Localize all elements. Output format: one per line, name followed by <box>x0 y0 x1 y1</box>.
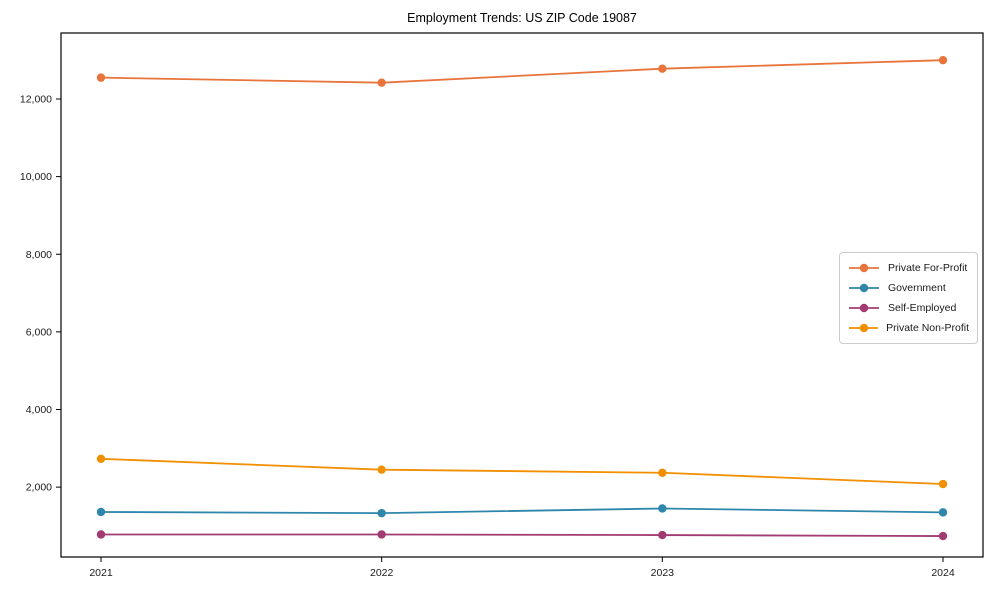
series-marker-government <box>658 504 667 513</box>
series-line-private-for-profit <box>100 59 944 84</box>
y-tick-label: 12,000 <box>20 94 52 106</box>
series-marker-private-for-profit <box>658 64 667 73</box>
series-marker-government <box>96 507 106 517</box>
legend-item-self-employed: Self-Employed <box>848 298 969 318</box>
legend-swatch-icon <box>849 303 879 313</box>
series-marker-private-non-profit <box>96 454 106 463</box>
plot-frame <box>60 32 984 558</box>
chart-title: Employment Trends: US ZIP Code 19087 <box>407 11 637 25</box>
legend-item-private-non-profit: Private Non-Profit <box>848 318 969 338</box>
series-line-private-non-profit <box>100 457 944 485</box>
series-marker-private-non-profit <box>377 465 386 474</box>
x-tick-label: 2023 <box>651 567 675 579</box>
x-tick-label: 2022 <box>370 567 394 579</box>
x-tick-label: 2024 <box>931 567 955 579</box>
series-marker-self-employed <box>96 530 106 539</box>
legend-item-government: Government <box>848 278 969 298</box>
legend-box: Private For-Profit Government Self-Employe… <box>839 252 978 344</box>
legend-label: Self-Employed <box>888 302 957 314</box>
series-marker-government <box>377 508 386 518</box>
legend-swatch-icon <box>849 263 879 273</box>
y-tick-label: 6,000 <box>26 326 52 338</box>
y-tick-label: 10,000 <box>20 171 52 183</box>
legend-label: Private Non-Profit <box>886 322 969 334</box>
series-marker-government <box>938 508 948 517</box>
series-marker-private-non-profit <box>658 468 667 477</box>
series-marker-private-for-profit <box>377 78 386 87</box>
series-line-self-employed <box>100 533 944 537</box>
series-marker-self-employed <box>658 530 667 540</box>
series-line-government <box>100 507 944 515</box>
legend-label: Private For-Profit <box>888 262 968 274</box>
series-marker-private-non-profit <box>938 479 948 489</box>
legend-item-private-for-profit: Private For-Profit <box>848 258 969 278</box>
y-tick-label: 4,000 <box>26 404 52 416</box>
legend-swatch-icon <box>849 283 879 293</box>
legend-swatch-icon <box>849 323 879 333</box>
series-marker-private-for-profit <box>96 73 106 82</box>
y-tick-label: 8,000 <box>26 249 52 261</box>
legend-label: Government <box>888 282 946 294</box>
series-marker-self-employed <box>938 531 948 541</box>
x-tick-label: 2021 <box>89 567 113 579</box>
y-tick-label: 2,000 <box>26 482 52 494</box>
series-marker-self-employed <box>377 530 386 539</box>
series-marker-private-for-profit <box>938 55 948 65</box>
